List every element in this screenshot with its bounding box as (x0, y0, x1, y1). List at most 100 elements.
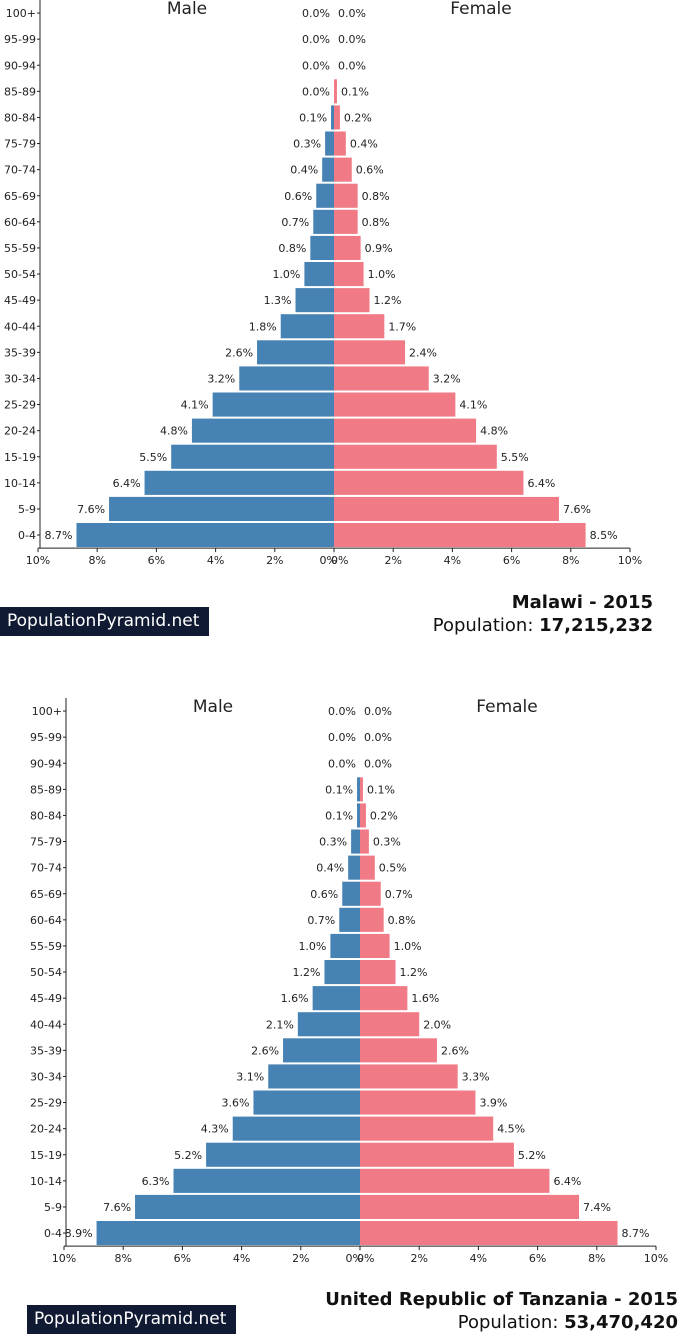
x-tick-label-9: 6% (503, 554, 520, 567)
bar-male-0-4 (96, 1221, 360, 1246)
bar-male-0-4 (76, 523, 334, 548)
population-line: Population: 53,470,420 (325, 1311, 678, 1335)
value-label-male-10-14: 6.4% (113, 477, 141, 490)
bar-male-70-74 (322, 157, 334, 182)
age-label-5-9: 5-9 (44, 1201, 62, 1214)
value-label-male-30-34: 3.2% (207, 372, 235, 385)
value-label-female-5-9: 7.4% (583, 1201, 611, 1214)
bar-male-45-49 (312, 986, 360, 1011)
value-label-male-25-29: 3.6% (221, 1097, 249, 1110)
age-label-30-34: 30-34 (30, 1070, 62, 1083)
value-label-female-75-79: 0.4% (350, 138, 378, 151)
bar-female-85-89 (360, 777, 363, 802)
x-tick-label-7: 2% (410, 1252, 427, 1265)
value-label-female-30-34: 3.2% (433, 372, 461, 385)
age-label-80-84: 80-84 (4, 111, 36, 124)
bar-male-50-54 (324, 960, 360, 985)
value-label-female-90-94: 0.0% (338, 59, 366, 72)
age-label-55-59: 55-59 (30, 940, 62, 953)
brand-logo[interactable]: PopulationPyramid.net (0, 607, 210, 636)
age-label-90-94: 90-94 (4, 59, 36, 72)
x-tick-label-7: 2% (384, 554, 401, 567)
value-label-female-50-54: 1.0% (368, 268, 396, 281)
value-label-female-70-74: 0.5% (379, 862, 407, 875)
value-label-male-40-44: 2.1% (266, 1018, 294, 1031)
bar-female-5-9 (334, 496, 559, 521)
age-label-55-59: 55-59 (4, 242, 36, 255)
bar-male-75-79 (325, 131, 334, 156)
value-label-male-50-54: 1.2% (293, 966, 321, 979)
age-label-30-34: 30-34 (4, 372, 36, 385)
bar-male-15-19 (171, 444, 334, 469)
value-label-female-0-4: 8.5% (590, 529, 618, 542)
bar-female-45-49 (334, 288, 370, 313)
bar-male-20-24 (232, 1116, 360, 1141)
bar-male-15-19 (206, 1142, 360, 1167)
value-label-female-20-24: 4.5% (497, 1123, 525, 1136)
value-label-male-85-89: 0.1% (325, 783, 353, 796)
bar-male-25-29 (253, 1090, 360, 1115)
bar-male-20-24 (191, 418, 334, 443)
age-label-95-99: 95-99 (4, 33, 36, 46)
bar-male-10-14 (173, 1168, 360, 1193)
bar-female-45-49 (360, 986, 408, 1011)
x-tick-label-3: 4% (233, 1252, 250, 1265)
age-label-75-79: 75-79 (4, 138, 36, 151)
value-label-male-20-24: 4.8% (160, 425, 188, 438)
x-tick-label-1: 8% (88, 554, 105, 567)
brand-logo[interactable]: PopulationPyramid.net (27, 1305, 237, 1334)
value-label-female-75-79: 0.3% (373, 836, 401, 849)
x-tick-label-0: 10% (52, 1252, 76, 1265)
bar-male-5-9 (109, 496, 334, 521)
x-tick-label-1: 8% (114, 1252, 131, 1265)
value-label-male-100+: 0.0% (328, 705, 356, 718)
value-label-female-95-99: 0.0% (338, 33, 366, 46)
population-value: 53,470,420 (564, 1312, 678, 1333)
age-label-80-84: 80-84 (30, 809, 62, 822)
value-label-male-70-74: 0.4% (290, 164, 318, 177)
age-label-50-54: 50-54 (30, 966, 62, 979)
bar-male-60-64 (313, 209, 334, 234)
value-label-male-55-59: 1.0% (298, 940, 326, 953)
population-value: 17,215,232 (539, 615, 653, 636)
bar-male-55-59 (330, 933, 360, 958)
value-label-female-25-29: 4.1% (459, 399, 487, 412)
value-label-female-100+: 0.0% (338, 7, 366, 20)
value-label-male-80-84: 0.1% (299, 111, 327, 124)
value-label-male-10-14: 6.3% (142, 1175, 170, 1188)
bar-female-50-54 (334, 262, 364, 287)
age-label-20-24: 20-24 (4, 425, 36, 438)
value-label-male-35-39: 2.6% (251, 1044, 279, 1057)
value-label-male-30-34: 3.1% (236, 1070, 264, 1083)
bar-female-25-29 (360, 1090, 476, 1115)
bar-female-20-24 (334, 418, 477, 443)
bar-female-15-19 (334, 444, 497, 469)
value-label-female-100+: 0.0% (364, 705, 392, 718)
age-label-75-79: 75-79 (30, 836, 62, 849)
age-label-15-19: 15-19 (4, 451, 36, 464)
pyramid-tanzania: Male Female 100+ 0.0% 0.0% 95-99 0.0% 0.0% 90-94… (0, 668, 679, 1336)
x-tick-label-0: 10% (26, 554, 50, 567)
age-label-35-39: 35-39 (30, 1044, 62, 1057)
bar-male-30-34 (268, 1064, 360, 1089)
bar-female-0-4 (334, 523, 586, 548)
age-label-15-19: 15-19 (30, 1149, 62, 1162)
value-label-male-90-94: 0.0% (302, 59, 330, 72)
value-label-male-100+: 0.0% (302, 7, 330, 20)
x-tick-label-6: 0% (331, 554, 348, 567)
bar-female-40-44 (334, 314, 385, 339)
value-label-female-35-39: 2.4% (409, 346, 437, 359)
population-label: Population: (457, 1312, 559, 1333)
bar-female-75-79 (334, 131, 346, 156)
bar-male-80-84 (331, 105, 334, 130)
value-label-female-70-74: 0.6% (356, 164, 384, 177)
bar-male-75-79 (351, 829, 360, 854)
value-label-female-60-64: 0.8% (362, 216, 390, 229)
age-label-85-89: 85-89 (30, 783, 62, 796)
value-label-female-45-49: 1.6% (411, 992, 439, 1005)
x-tick-label-4: 2% (292, 1252, 309, 1265)
pyramid-chart-malawi: Male Female 100+ 0.0% 0.0% 95-99 0.0% 0.0% 90-94… (4, 0, 642, 567)
bar-female-40-44 (360, 1012, 420, 1037)
value-label-female-90-94: 0.0% (364, 757, 392, 770)
chart-title: Malawi - 2015 (511, 592, 653, 613)
